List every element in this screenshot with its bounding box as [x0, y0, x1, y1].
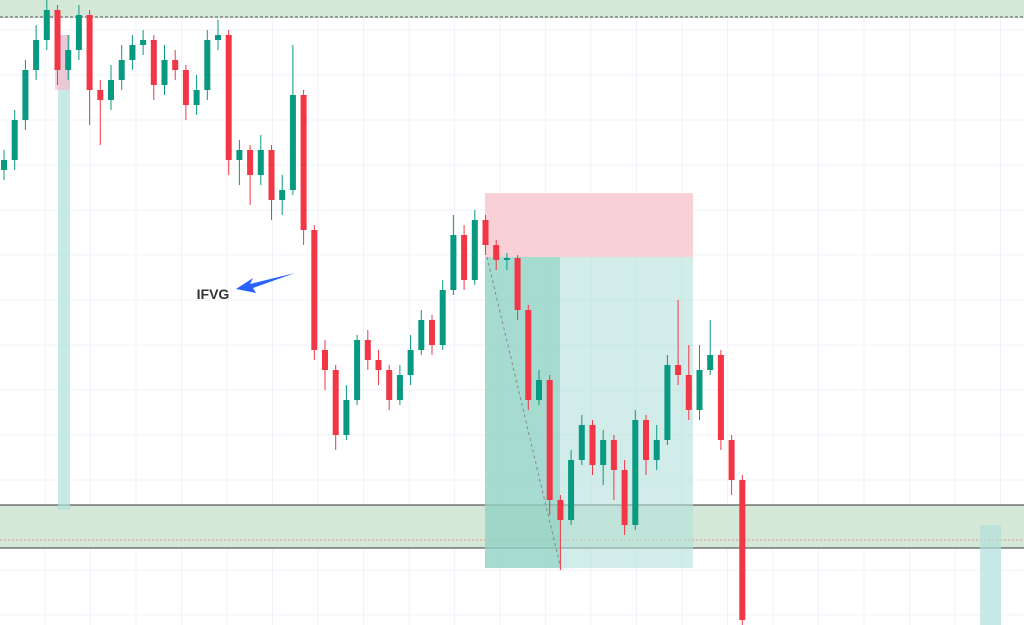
- candle-body: [429, 320, 435, 345]
- candle-body: [75, 15, 82, 50]
- candle-body: [279, 190, 286, 200]
- candle-body: [182, 70, 189, 105]
- candle-body: [546, 380, 553, 500]
- candle-body: [482, 220, 489, 245]
- candle-body: [193, 90, 200, 105]
- candle-body: [150, 40, 157, 85]
- candle-body: [632, 420, 639, 525]
- candle-body: [322, 350, 328, 370]
- candle-body: [707, 355, 714, 370]
- candle-body: [578, 425, 585, 460]
- zone-top: [0, 0, 1024, 18]
- candle-body: [493, 245, 500, 260]
- candle-body: [204, 40, 211, 90]
- candle-body: [43, 10, 50, 40]
- candle-body: [386, 370, 393, 400]
- candle-body: [717, 355, 724, 440]
- candle-body: [503, 258, 510, 260]
- candle-body: [268, 150, 275, 200]
- candle-body: [685, 375, 692, 410]
- candle-body: [439, 290, 446, 345]
- candle-body: [568, 460, 575, 520]
- candle-body: [653, 440, 660, 460]
- candle-body: [311, 230, 318, 350]
- candle-body: [118, 60, 125, 80]
- candle-body: [364, 340, 371, 360]
- candle-body: [236, 150, 243, 160]
- candle-body: [172, 60, 179, 70]
- candle-body: [728, 440, 735, 480]
- candle-body: [225, 35, 232, 160]
- candle-body: [589, 425, 596, 465]
- arrow: [236, 273, 295, 293]
- candle-body: [418, 320, 425, 350]
- candle-body: [140, 40, 147, 45]
- candle-body: [396, 375, 403, 400]
- annotation: IFVG: [197, 286, 230, 302]
- candle-body: [343, 400, 350, 435]
- candle-body: [161, 60, 168, 85]
- candle-body: [536, 380, 542, 400]
- candle-body: [1, 160, 7, 170]
- candle-body: [461, 235, 468, 280]
- candle-body: [33, 40, 40, 70]
- candle-body: [407, 350, 414, 375]
- trend-line: [486, 256, 561, 566]
- candle-body: [514, 258, 521, 310]
- candle-body: [525, 310, 532, 400]
- candles: [1, 0, 746, 625]
- candle-body: [108, 80, 114, 100]
- candle-body: [610, 440, 617, 470]
- stop-zone: [485, 193, 693, 257]
- candle-body: [332, 370, 339, 435]
- candle-body: [289, 95, 296, 190]
- candle-body: [215, 35, 221, 40]
- highlight-bar: [980, 525, 1001, 625]
- candle-body: [675, 365, 682, 375]
- candle-body: [11, 120, 18, 160]
- candle-body: [247, 150, 254, 175]
- candle-body: [65, 50, 72, 70]
- candle-body: [600, 440, 607, 465]
- candle-body: [375, 360, 382, 370]
- candle-body: [97, 90, 104, 100]
- candle-body: [621, 470, 628, 525]
- candle-body: [54, 10, 61, 70]
- candle-body: [450, 235, 457, 290]
- candle-body: [643, 420, 649, 460]
- candle-body: [664, 365, 671, 440]
- candle-body: [739, 480, 746, 620]
- candle-body: [557, 500, 564, 520]
- candle-body: [22, 70, 29, 120]
- candle-body: [354, 340, 361, 400]
- candle-body: [86, 15, 93, 90]
- candle-body: [300, 95, 307, 230]
- candle-body: [129, 45, 136, 60]
- candle-body: [471, 220, 478, 280]
- candle-body: [696, 370, 703, 410]
- candle-body: [257, 150, 264, 175]
- highlight-bar: [58, 35, 70, 510]
